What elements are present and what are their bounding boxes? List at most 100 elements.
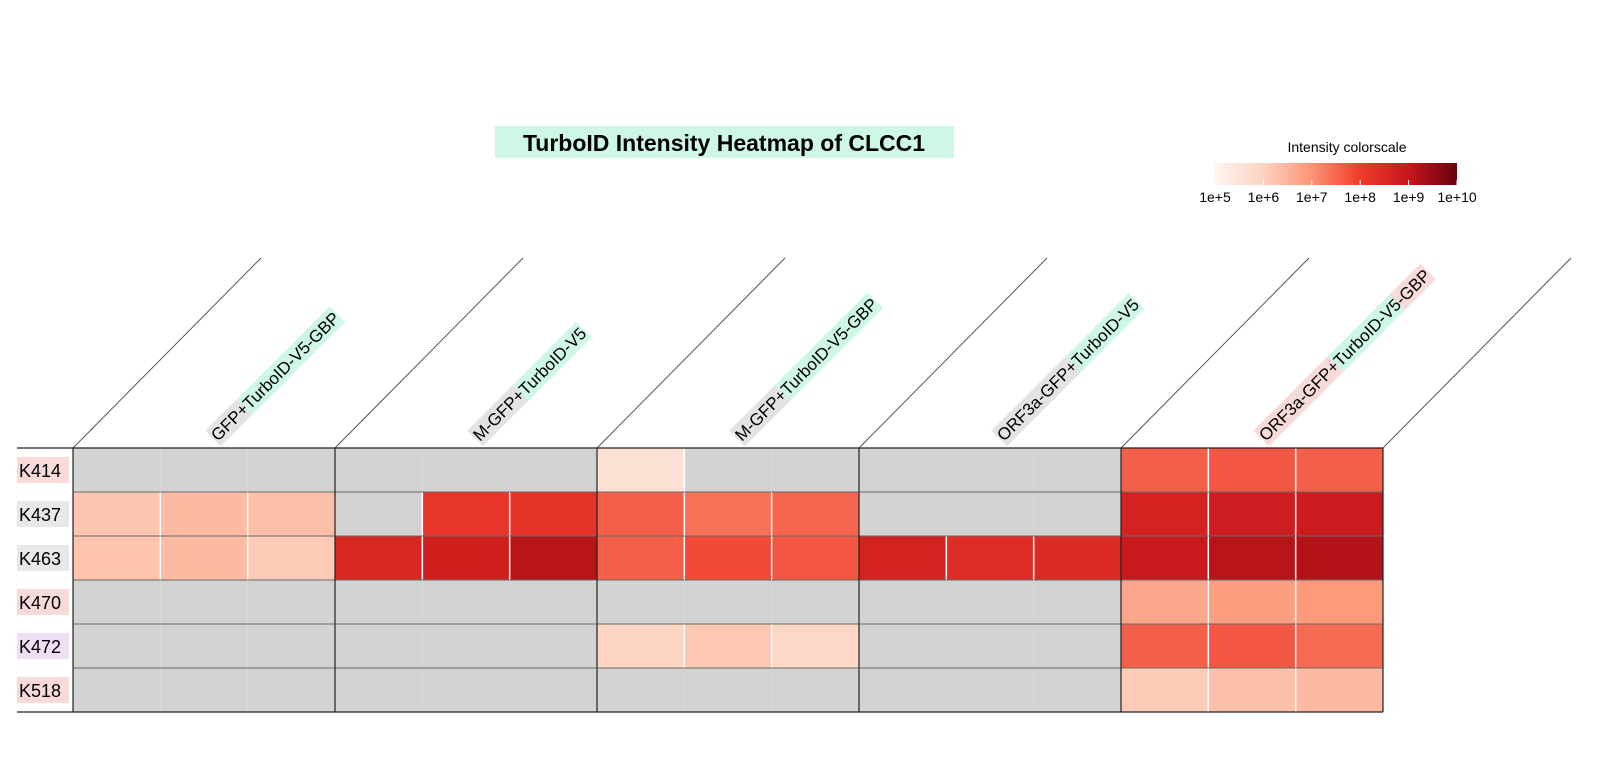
heatmap-cell — [771, 668, 859, 712]
heatmap-cell — [597, 624, 685, 668]
heatmap-cell — [771, 448, 859, 492]
heatmap-cell — [335, 668, 423, 712]
column-label-text: M-GFP+TurboID-V5-GBP — [731, 295, 881, 445]
column-label-highlight — [1253, 263, 1436, 447]
heatmap-cell — [422, 624, 510, 668]
heatmap-cell — [1121, 624, 1209, 668]
heatmap-cell — [771, 492, 859, 536]
heatmap-cell — [1295, 492, 1383, 536]
heatmap-cell — [684, 580, 772, 624]
heatmap-cell — [247, 668, 335, 712]
row-label: K463 — [19, 549, 61, 569]
heatmap-cell — [1295, 668, 1383, 712]
heatmap-cell — [73, 492, 161, 536]
heatmap-cell — [684, 536, 772, 580]
row-label: K472 — [19, 637, 61, 657]
column-headers: GFP+TurboID-V5-GBPM-GFP+TurboID-V5M-GFP+… — [72, 257, 1572, 449]
row-label-highlight — [17, 589, 69, 615]
heatmap-cell — [1208, 448, 1296, 492]
heatmap-cell — [859, 580, 947, 624]
heatmap-cell — [859, 668, 947, 712]
colorscale-title: Intensity colorscale — [1287, 139, 1406, 155]
heatmap-cell — [160, 624, 248, 668]
column-label-segment-bg — [513, 321, 592, 401]
colorscale-bar — [1215, 163, 1457, 185]
heatmap-cell — [73, 668, 161, 712]
heatmap-cell — [684, 668, 772, 712]
heatmap-cell — [335, 624, 423, 668]
heatmap-cell — [1121, 580, 1209, 624]
heatmap-cell — [422, 580, 510, 624]
header-diagonal — [596, 257, 786, 449]
column-label-segment: M-GFP+ — [469, 386, 528, 445]
column-label-segment-bg — [1389, 263, 1436, 311]
heatmap-cell — [1033, 492, 1121, 536]
column-label-segment-bg — [729, 383, 792, 447]
row-label: K518 — [19, 681, 61, 701]
heatmap-cell — [247, 448, 335, 492]
column-label-segment-bg — [1065, 293, 1145, 372]
heatmap-cell — [1208, 668, 1296, 712]
heatmap-cell — [946, 624, 1034, 668]
colorscale-tick-label: 1e+5 — [1199, 189, 1231, 205]
heatmap-cell — [1033, 448, 1121, 492]
colorscale-tick-label: 1e+7 — [1296, 189, 1328, 205]
column-label-segment: TurboID-V5-GBP — [777, 295, 882, 400]
column-label: ORF3a-GFP+TurboID-V5 — [991, 293, 1145, 447]
heatmap-cell — [422, 536, 510, 580]
heatmap-cell — [509, 448, 597, 492]
heatmap-cell — [859, 536, 947, 580]
row-label-highlight — [17, 501, 69, 527]
heatmap-cell — [597, 536, 685, 580]
column-label-segment: TurboID-V5-GBP — [239, 309, 344, 414]
column-label: M-GFP+TurboID-V5 — [467, 321, 592, 447]
column-label-segment-bg — [1327, 293, 1407, 372]
heatmap-cell — [422, 492, 510, 536]
heatmap-cell — [1033, 624, 1121, 668]
heatmap-cell — [1295, 624, 1383, 668]
heatmap-cell — [247, 536, 335, 580]
column-label-segment: ORF3a-GFP+ — [993, 357, 1081, 445]
heatmap-cell — [509, 536, 597, 580]
heatmap-cell — [73, 580, 161, 624]
heatmap-cell — [597, 668, 685, 712]
heatmap-cell — [335, 448, 423, 492]
row-labels: K414 K437 K463 K470 K472 K518 — [17, 457, 69, 703]
heatmap-cells — [73, 448, 1383, 712]
heatmap-cell — [1121, 492, 1209, 536]
header-diagonal — [334, 257, 524, 449]
heatmap-cell — [247, 580, 335, 624]
column-label-segment: TurboID-V5 — [1330, 295, 1405, 370]
column-label-segment-bg — [1253, 354, 1345, 447]
row-label-highlight — [17, 677, 69, 703]
heatmap-cell — [1121, 448, 1209, 492]
colorscale-tick-label: 1e+6 — [1248, 189, 1280, 205]
heatmap-cell — [771, 624, 859, 668]
heatmap-cell — [73, 624, 161, 668]
column-label-segment-bg — [237, 306, 346, 415]
heatmap-grid — [17, 447, 1384, 713]
colorscale-ticks: 1e+5 1e+6 1e+7 1e+8 1e+9 1e+10 — [1199, 180, 1477, 205]
heatmap-cell — [247, 492, 335, 536]
row-label-highlight — [17, 545, 69, 571]
heatmap-cell — [247, 624, 335, 668]
heatmap-cell — [335, 580, 423, 624]
column-label-segment-bg — [467, 383, 530, 447]
heatmap-cell — [946, 536, 1034, 580]
column-label-segment-bg — [775, 292, 884, 401]
column-label-text: GFP+TurboID-V5-GBP — [207, 309, 343, 445]
heatmap-cell — [946, 448, 1034, 492]
heatmap-cell — [335, 536, 423, 580]
heatmap-cell — [684, 448, 772, 492]
header-diagonal — [1120, 257, 1310, 449]
heatmap-cell — [422, 668, 510, 712]
column-label-segment: TurboID-V5 — [1068, 295, 1143, 370]
column-label-highlight — [991, 293, 1145, 447]
column-label-highlight — [467, 321, 592, 447]
heatmap-cell — [597, 448, 685, 492]
heatmap-cell — [160, 536, 248, 580]
row-label: K414 — [19, 461, 61, 481]
heatmap-cell — [509, 492, 597, 536]
heatmap-cell — [160, 448, 248, 492]
chart-title: TurboID Intensity Heatmap of CLCC1 — [523, 130, 925, 156]
